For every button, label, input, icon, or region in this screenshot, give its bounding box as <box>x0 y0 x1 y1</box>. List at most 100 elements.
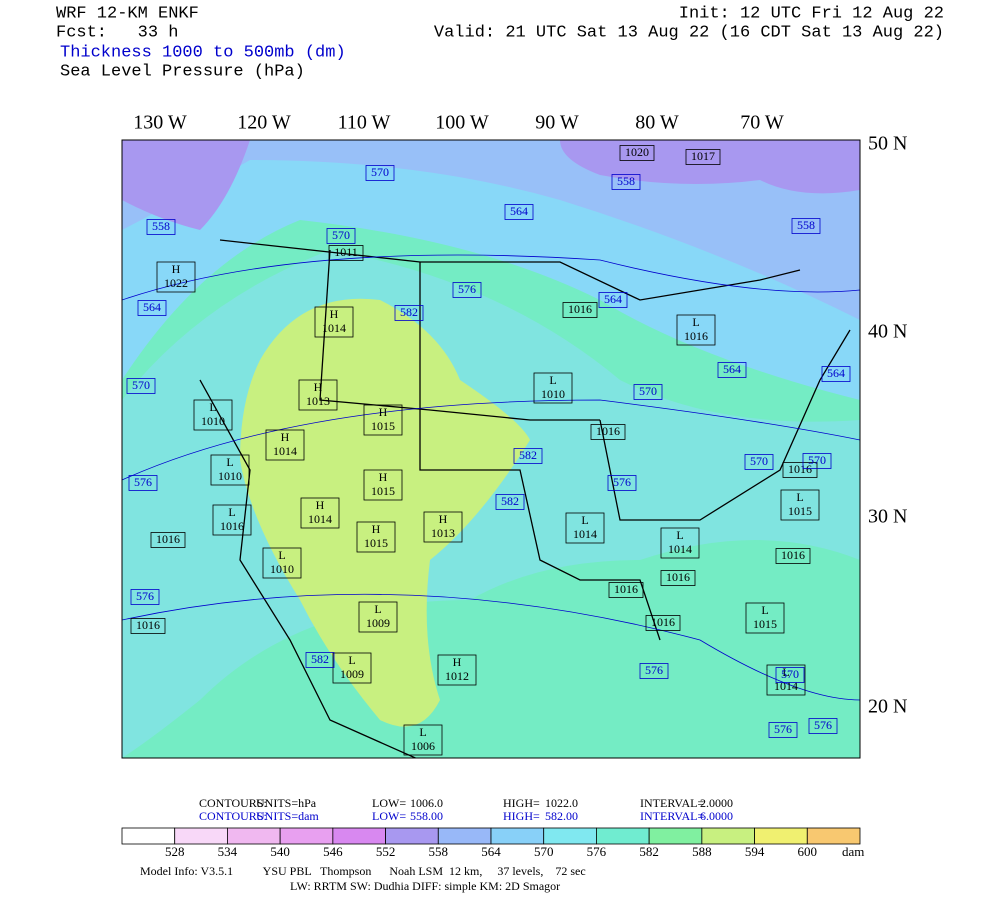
label-box <box>212 504 252 536</box>
latitude: 30 N <box>868 506 907 528</box>
colorbar-tick: 582 <box>639 844 659 859</box>
label-box <box>645 615 681 631</box>
colorbar-swatch <box>437 827 492 845</box>
label-box <box>598 292 628 308</box>
pressure-label: 1017 <box>691 149 715 163</box>
colorbar-swatch <box>754 827 808 845</box>
label-box <box>332 652 372 684</box>
label-box <box>150 532 186 548</box>
colorbar-tick: 528 <box>165 844 185 859</box>
label-box <box>619 145 655 161</box>
thickness-label: 570 <box>808 453 826 467</box>
pressure-kind: L <box>374 602 381 616</box>
contour-info: UNITS=dam <box>256 809 319 823</box>
colorbar-tick: 600 <box>798 844 818 859</box>
label-box <box>611 174 641 190</box>
contour-info: LOW= <box>372 809 406 823</box>
label-box <box>452 282 482 298</box>
thickness-label: 558 <box>152 219 170 233</box>
thickness-label: 576 <box>774 722 792 736</box>
pressure-kind: L <box>782 665 789 679</box>
label-box <box>262 547 302 579</box>
pressure-kind: H <box>379 405 388 419</box>
pressure-value: 1015 <box>753 617 777 631</box>
label-box <box>130 589 160 605</box>
pressure-kind: L <box>209 400 216 414</box>
contour-info: 558.00 <box>410 809 443 823</box>
pressure-value: 1009 <box>340 667 364 681</box>
label-box <box>437 654 477 686</box>
label-box <box>156 261 196 293</box>
thickness-label: 570 <box>132 378 150 392</box>
pressure-value: 1022 <box>164 276 188 290</box>
pressure-value: 1010 <box>541 387 565 401</box>
label-box <box>137 300 167 316</box>
contour-info: 1006.0 <box>410 796 443 810</box>
pressure-value: 1014 <box>308 512 332 526</box>
colorbar-swatch <box>385 827 439 845</box>
pressure-label: 1016 <box>788 462 812 476</box>
label-box <box>766 664 806 696</box>
pressure-value: 1013 <box>431 526 455 540</box>
pressure-kind: L <box>278 548 285 562</box>
label-box <box>775 667 805 683</box>
label-box <box>808 718 838 734</box>
label-box <box>660 527 700 559</box>
pressure-value: 1010 <box>270 562 294 576</box>
pressure-kind: H <box>439 512 448 526</box>
thickness-label: 558 <box>797 218 815 232</box>
thickness-label: 582 <box>501 494 519 508</box>
label-box <box>358 601 398 633</box>
label-box <box>685 149 721 165</box>
pressure-kind: L <box>581 513 588 527</box>
contour-info: CONTOURS: <box>199 796 267 810</box>
thickness-label: 582 <box>400 305 418 319</box>
pressure-value: 1006 <box>411 739 435 753</box>
thickness-label: 570 <box>371 165 389 179</box>
thickness-label: 582 <box>519 448 537 462</box>
label-box <box>565 512 605 544</box>
contour-info: 2.0000 <box>700 796 733 810</box>
longitude: 80 W <box>635 112 679 134</box>
contour-info: INTERVAL= <box>640 796 704 810</box>
colorbar-tick: 594 <box>745 844 765 859</box>
label-box <box>590 424 626 440</box>
contour-info: 582.00 <box>545 809 578 823</box>
pressure-value: 1015 <box>371 484 395 498</box>
pressure-label: 1020 <box>625 145 649 159</box>
longitude: 120 W <box>237 112 291 134</box>
pressure-value: 1016 <box>684 329 708 343</box>
pressure-label: 1016 <box>614 582 638 596</box>
thickness-label: 570 <box>639 384 657 398</box>
forecast: Fcst: 33 h <box>56 23 178 42</box>
label-box <box>782 462 818 478</box>
contour-info: INTERVAL= <box>640 809 704 823</box>
colorbar-swatch <box>701 827 755 845</box>
pressure-value: 1014 <box>774 679 798 693</box>
label-box <box>423 511 463 543</box>
colorbar-tick: 588 <box>692 844 712 859</box>
pressure-value: 1014 <box>668 542 692 556</box>
label-box <box>328 245 364 261</box>
thickness-label: 564 <box>604 292 622 306</box>
label-box <box>676 314 716 346</box>
physics-info: LW: RRTM SW: Dudhia DIFF: simple KM: 2D … <box>290 879 560 893</box>
pressure-kind: H <box>372 522 381 536</box>
label-box <box>363 469 403 501</box>
pressure-label: 1016 <box>651 615 675 629</box>
colorbar-swatch <box>490 827 545 845</box>
label-box <box>775 548 811 564</box>
latitude-labels: 50 N 40 N 30 N 20 N <box>868 133 907 718</box>
label-box <box>608 582 644 598</box>
colorbar-swatch <box>648 827 703 845</box>
pressure-kind: H <box>314 380 323 394</box>
contour-info: UNITS=hPa <box>256 796 317 810</box>
pressure-label: 1016 <box>666 570 690 584</box>
pressure-value: 1009 <box>366 616 390 630</box>
longitude: 110 W <box>338 112 391 134</box>
label-box <box>394 305 424 321</box>
colorbar-tick: 534 <box>218 844 238 859</box>
longitude-labels: 130 W 120 W 110 W 100 W 90 W 80 W 70 W <box>133 112 784 134</box>
label-box <box>210 454 250 486</box>
longitude: 130 W <box>133 112 187 134</box>
